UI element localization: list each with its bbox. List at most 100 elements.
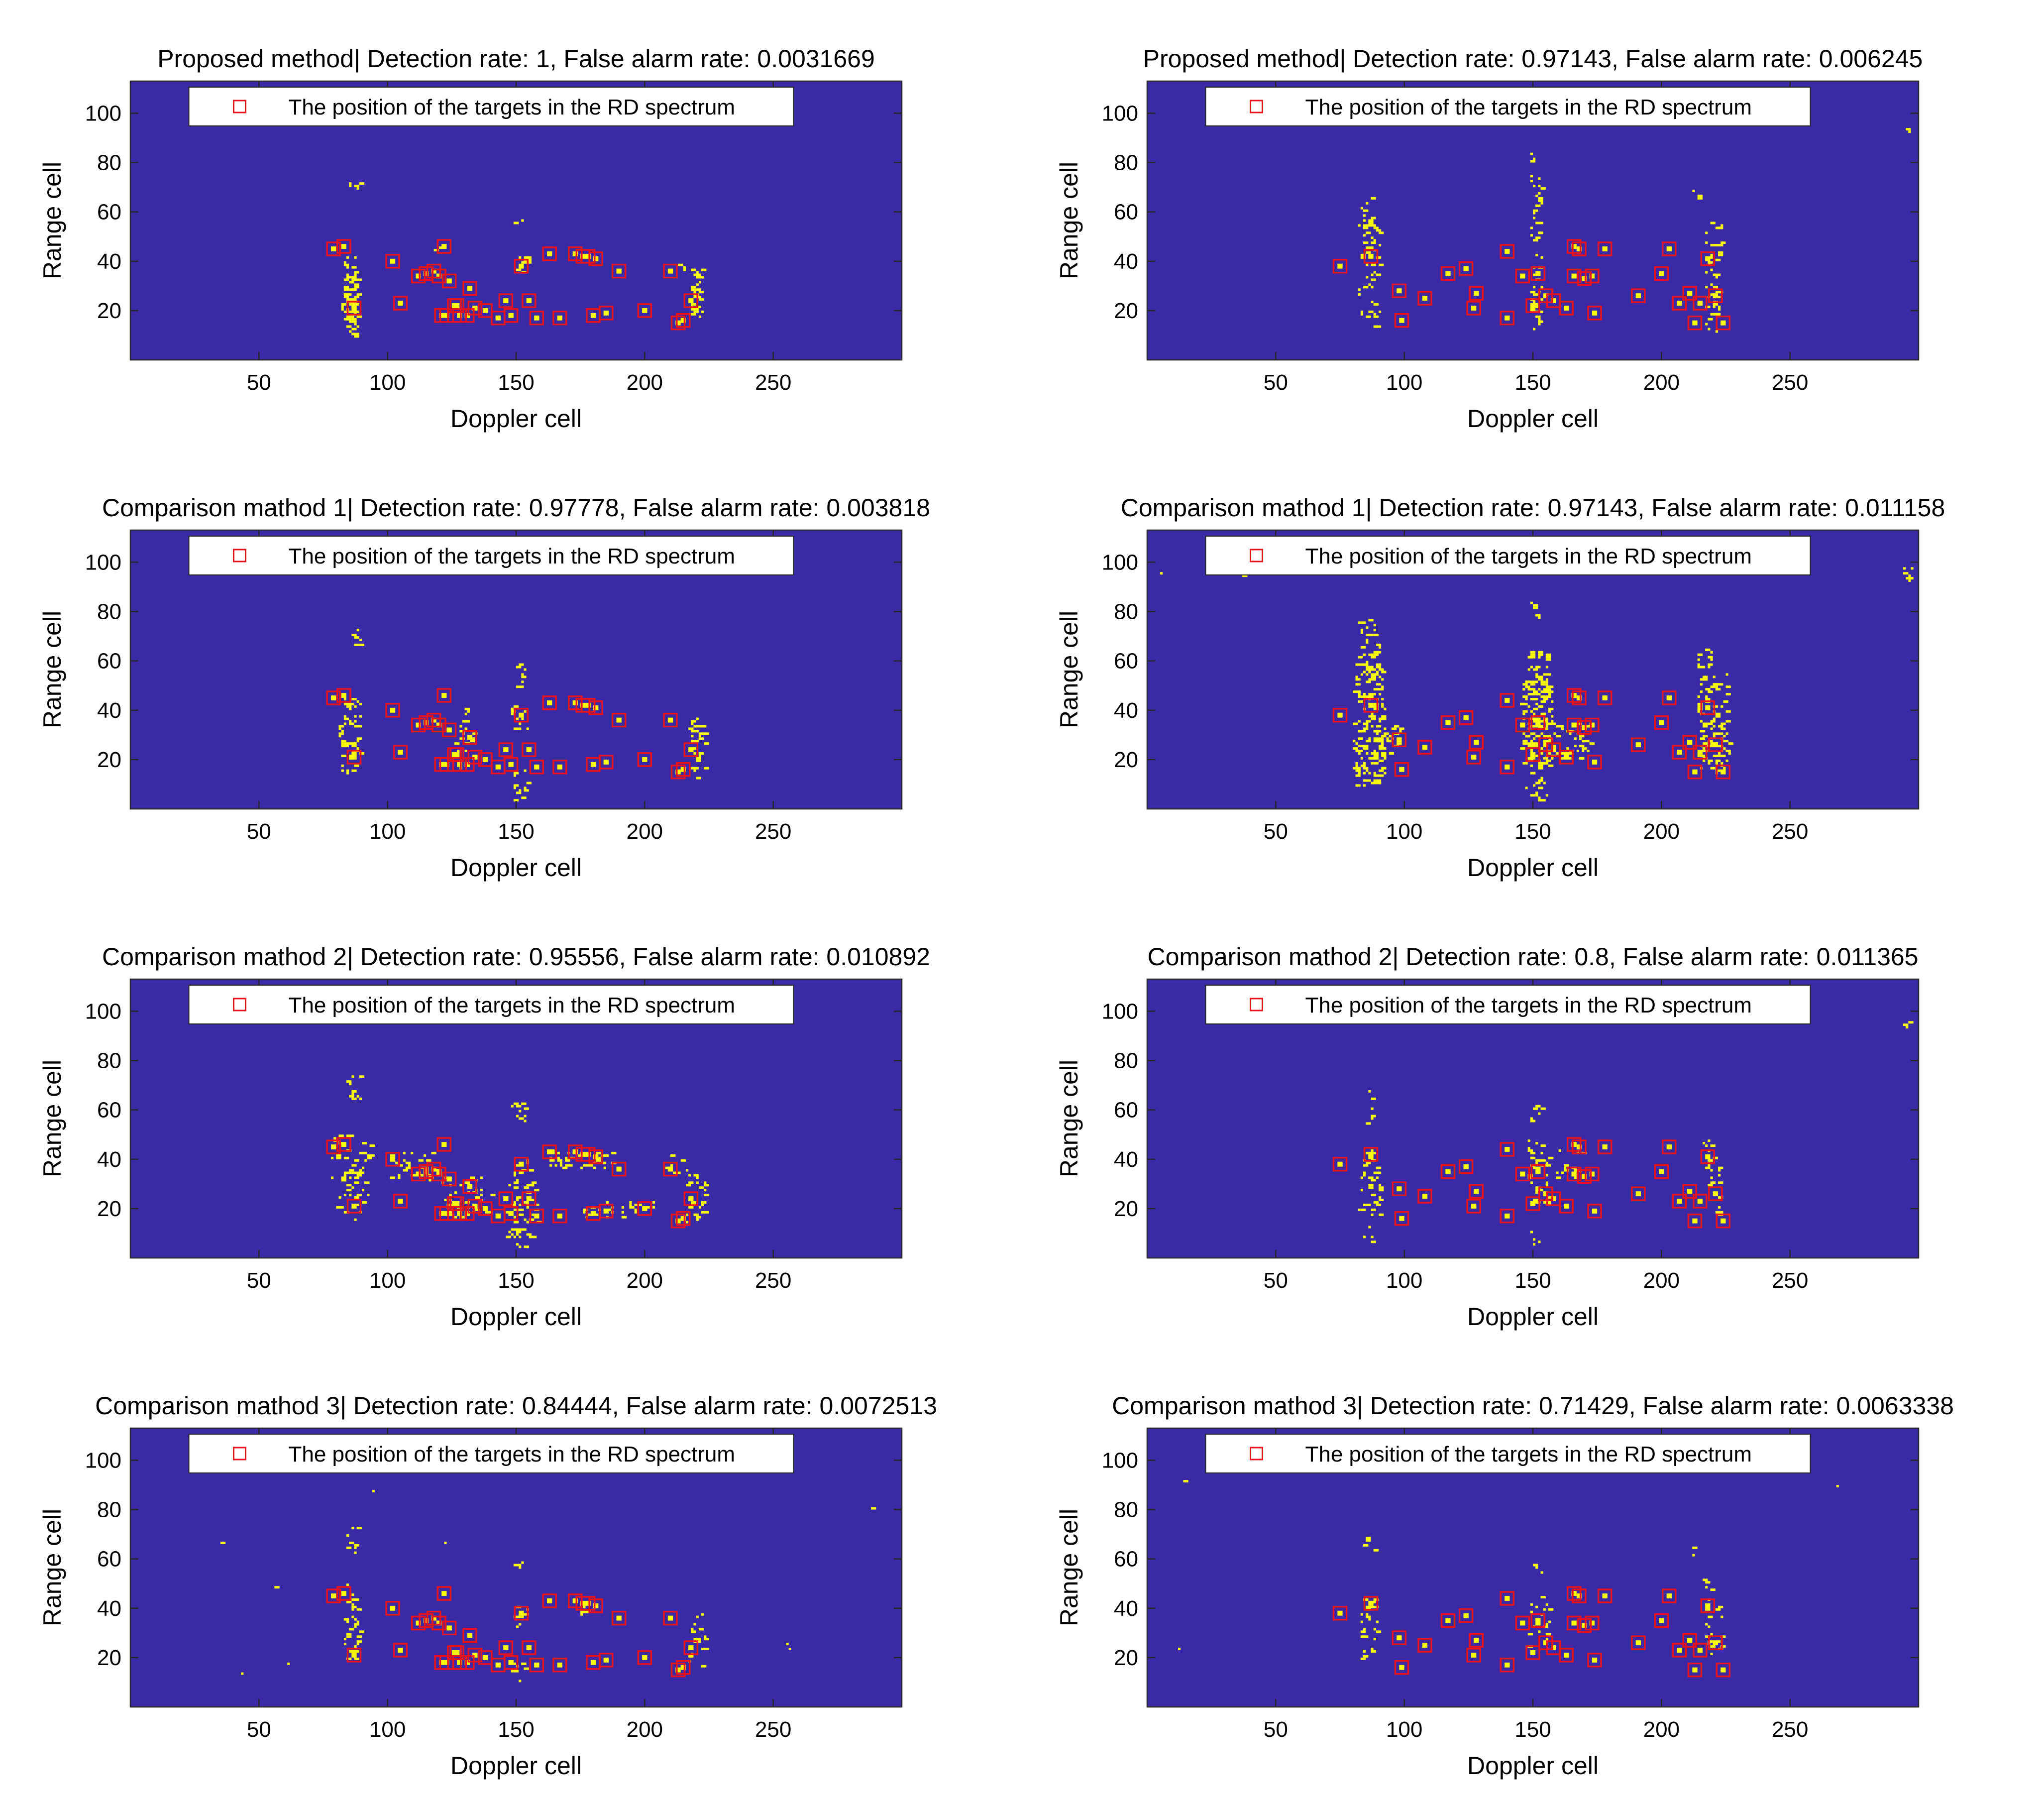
detection-cell: [696, 271, 699, 274]
detection-cell: [701, 310, 704, 313]
detection-cell: [349, 293, 352, 296]
detection-cell: [1564, 1164, 1569, 1167]
detection-cell: [341, 754, 344, 757]
target-detection-cell: [1422, 1194, 1428, 1199]
detection-cell: [1545, 656, 1551, 659]
detection-cell: [1525, 735, 1530, 738]
legend-marker-icon: [233, 998, 246, 1012]
detection-cell: [1705, 271, 1708, 274]
detection-cell: [1721, 1181, 1723, 1184]
detection-cell: [524, 1120, 527, 1123]
detection-cell: [351, 1593, 354, 1596]
detection-cell: [1540, 764, 1543, 767]
detection-cell: [1545, 1174, 1548, 1177]
detection-cell: [1705, 1635, 1711, 1638]
detection-cell: [403, 1151, 406, 1154]
detection-cell: [1371, 1213, 1374, 1216]
detection-cell: [351, 278, 357, 281]
target-detection-cell: [331, 246, 336, 251]
detection-cell: [696, 305, 701, 308]
detection-cell: [1360, 1208, 1366, 1211]
detection-cell: [696, 288, 701, 291]
target-detection-cell: [1505, 1146, 1510, 1152]
target-detection-cell: [464, 313, 470, 318]
detection-cell: [1530, 1117, 1533, 1120]
detection-cell: [346, 273, 349, 276]
detection-cell: [1373, 651, 1376, 654]
y-tick-label: 40: [97, 249, 121, 274]
target-detection-cell: [1589, 1620, 1595, 1626]
target-marker: [1363, 1596, 1379, 1611]
detection-cell: [343, 745, 349, 748]
detection-cell: [1379, 1186, 1384, 1189]
detection-cell: [1548, 685, 1554, 688]
detection-cell: [480, 1189, 483, 1192]
detection-cell: [346, 1134, 349, 1137]
detection-cell: [454, 1191, 457, 1194]
y-tick-label: 80: [1114, 1049, 1138, 1073]
target-detection-cell: [1582, 1623, 1587, 1628]
detection-cell: [480, 1176, 483, 1179]
detection-cell: [1710, 293, 1713, 296]
detection-cell: [354, 725, 357, 728]
detection-layer: [1160, 540, 1914, 802]
detection-cell: [1355, 678, 1361, 681]
detection-cell: [1710, 651, 1713, 654]
target-detection-cell: [1697, 750, 1703, 755]
detection-cell: [1379, 740, 1384, 743]
detection-cell: [506, 1236, 509, 1239]
x-tick-label: 150: [498, 1717, 534, 1742]
target-detection-cell: [398, 750, 403, 755]
detection-cell: [367, 1194, 370, 1197]
x-tick-label: 100: [369, 370, 406, 395]
target-marker: [498, 742, 514, 757]
detection-cell: [1535, 614, 1541, 617]
target-marker: [1417, 1189, 1432, 1204]
detection-cell: [696, 777, 701, 780]
target-marker: [683, 1191, 699, 1206]
detection-cell: [1366, 641, 1369, 644]
detection-cell: [1551, 722, 1554, 725]
target-detection-cell: [1677, 1648, 1682, 1653]
detection-cell: [1548, 710, 1551, 713]
detection-cell: [398, 1174, 401, 1177]
detection-cell: [701, 1665, 707, 1668]
detection-cell: [1535, 209, 1538, 212]
target-detection-cell: [1713, 1191, 1718, 1197]
detection-cell: [698, 1628, 704, 1631]
detection-cell: [1543, 1608, 1546, 1611]
detection-cell: [1371, 217, 1376, 220]
target-detection-cell: [431, 717, 436, 723]
detection-cell: [696, 757, 701, 760]
detection-cell: [354, 745, 357, 748]
detection-cell: [1564, 1166, 1567, 1169]
detection-cell: [356, 1159, 359, 1162]
y-tick-label: 80: [97, 1498, 121, 1522]
detection-cell: [1371, 1149, 1374, 1152]
detection-cell: [691, 268, 696, 271]
target-marker: [1546, 742, 1561, 757]
detection-cell: [696, 767, 699, 770]
detection-cell: [1360, 764, 1366, 767]
detection-cell: [696, 1638, 701, 1641]
detection-cell: [1545, 1633, 1551, 1636]
detection-cell: [1527, 745, 1533, 748]
legend: The position of the targets in the RD sp…: [1205, 536, 1811, 575]
detection-cell: [1522, 710, 1525, 713]
target-marker: [1417, 291, 1432, 306]
detection-cell: [1522, 762, 1528, 765]
detection-cell: [1538, 651, 1541, 654]
target-marker: [426, 1610, 441, 1626]
detection-cell: [516, 1625, 519, 1628]
detection-cell: [1366, 1544, 1369, 1547]
detection-cell: [1545, 1184, 1548, 1187]
detection-cell: [354, 742, 357, 745]
detection-cell: [1368, 219, 1374, 222]
target-marker: [467, 301, 483, 316]
target-marker: [1585, 1615, 1600, 1631]
detection-cell: [354, 1623, 359, 1626]
detection-cell: [1703, 722, 1708, 725]
detection-cell: [1533, 1166, 1538, 1169]
detection-cell: [1368, 1226, 1371, 1229]
detection-cell: [1363, 224, 1369, 227]
